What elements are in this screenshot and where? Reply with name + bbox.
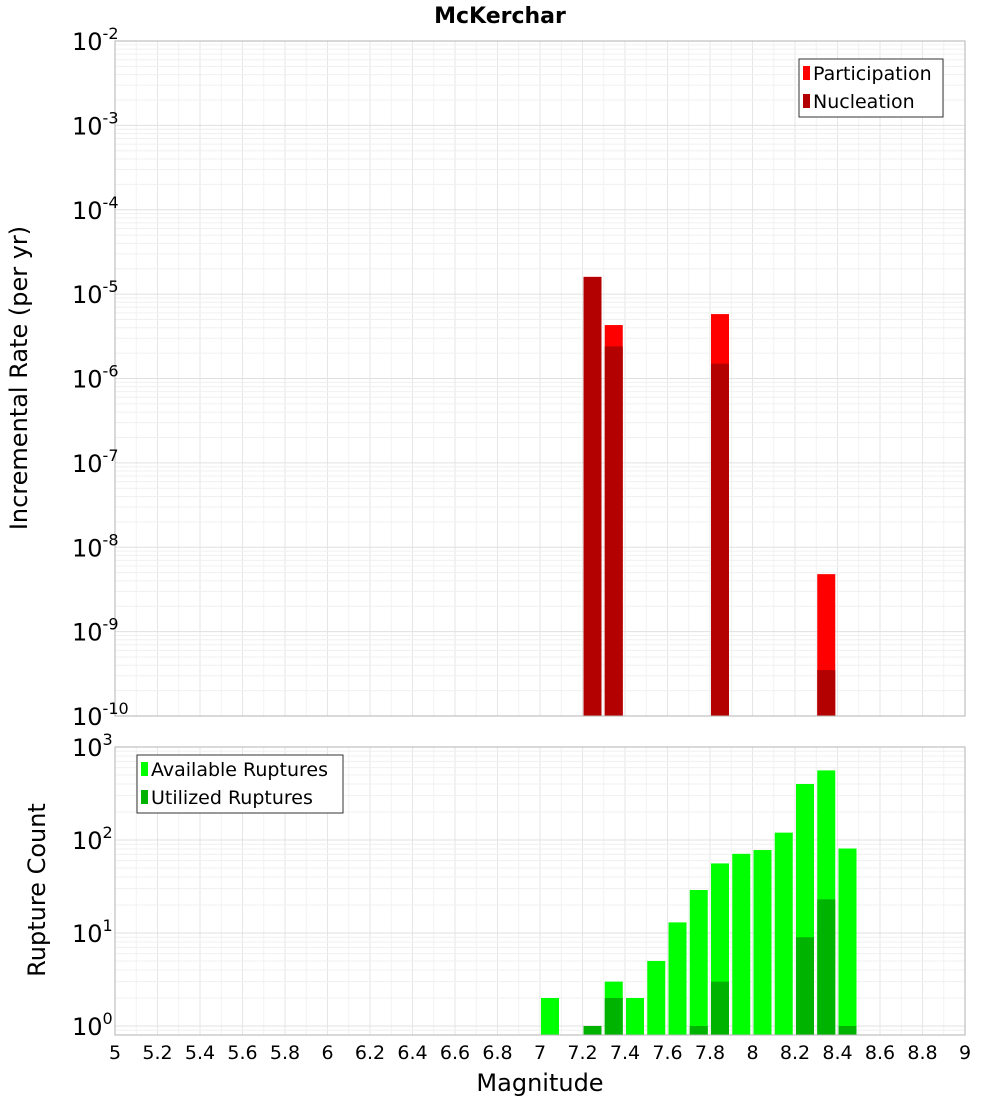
count-y-tick-label: 103 [72,730,113,762]
rate-y-tick-label: 10-2 [72,24,119,56]
rate-bar-series2 [604,346,623,716]
rate-y-tick-label: 10-3 [72,108,119,140]
count-bar-series2 [817,899,836,1035]
x-tick-label: 7.6 [652,1042,682,1064]
rate-y-tick-label: 10-9 [72,615,119,647]
x-axis-label: Magnitude [476,1069,603,1097]
count-bar-series1 [689,889,708,1035]
count-bar-series1 [668,922,687,1035]
x-tick-label: 6.2 [355,1042,385,1064]
count-bar-series2 [583,1025,602,1035]
count-legend-swatch [141,790,148,804]
x-tick-label: 8.6 [865,1042,895,1064]
bottom-y-axis-label: Rupture Count [23,803,51,977]
count-y-tick-label: 100 [72,1009,113,1041]
x-tick-label: 5.6 [227,1042,257,1064]
rate-y-tick-label: 10-8 [72,530,119,562]
x-tick-label: 6.8 [482,1042,512,1064]
count-y-tick-label: 102 [72,823,113,855]
count-bar-series2 [604,997,623,1035]
x-tick-label: 5.2 [142,1042,172,1064]
count-bar-series1 [541,997,559,1035]
x-tick-label: 5 [109,1042,121,1064]
rate-bar-series2 [711,363,729,716]
count-bar-series2 [689,1025,708,1035]
rate-bar-series2 [817,670,836,716]
x-tick-label: 6.4 [397,1042,427,1064]
count-legend-label: Utilized Ruptures [151,787,313,809]
rate-legend-label: Nucleation [813,91,915,113]
count-bar-series1 [753,850,772,1035]
x-tick-label: 9 [959,1042,971,1064]
count-legend-label: Available Ruptures [151,759,328,781]
rate-y-tick-label: 10-4 [72,193,119,225]
x-tick-label: 7 [534,1042,546,1064]
rate-y-tick-label: 10-6 [72,362,119,394]
count-bar-series1 [626,997,644,1035]
x-tick-label: 8 [746,1042,758,1064]
x-tick-label: 8.4 [822,1042,852,1064]
x-tick-label: 8.2 [780,1042,810,1064]
rate-plot-frame [114,40,966,717]
x-tick-label: 7.4 [610,1042,640,1064]
rate-y-tick-label: 10-7 [72,446,119,478]
count-legend-swatch [141,762,148,776]
count-bar-series1 [647,960,666,1035]
count-bar-series1 [732,853,751,1035]
rate-legend-swatch [803,66,810,80]
count-bar-series2 [838,1025,857,1035]
x-tick-label: 6 [321,1042,333,1064]
x-tick-label: 7.8 [695,1042,725,1064]
count-legend-box [136,754,344,814]
rate-y-tick-label: 10-5 [72,277,119,309]
x-tick-label: 5.4 [185,1042,215,1064]
x-tick-label: 5.8 [270,1042,300,1064]
rate-y-tick-label: 10-10 [72,699,129,731]
x-tick-label: 7.2 [567,1042,597,1064]
count-bar-series1 [838,848,857,1035]
count-bar-series1 [774,832,793,1035]
count-bar-series2 [796,937,814,1035]
rate-legend-label: Participation [813,63,932,85]
count-plot-frame [114,746,966,1036]
x-tick-label: 6.6 [440,1042,470,1064]
rate-bar-series2 [583,276,602,716]
rate-legend-box [798,58,944,118]
count-bar-series2 [711,981,729,1035]
chart-title: McKerchar [434,4,566,29]
count-y-tick-label: 101 [72,916,113,948]
rate-legend-swatch [803,94,810,108]
top-y-axis-label: Incremental Rate (per yr) [5,226,33,530]
x-tick-label: 8.8 [907,1042,937,1064]
